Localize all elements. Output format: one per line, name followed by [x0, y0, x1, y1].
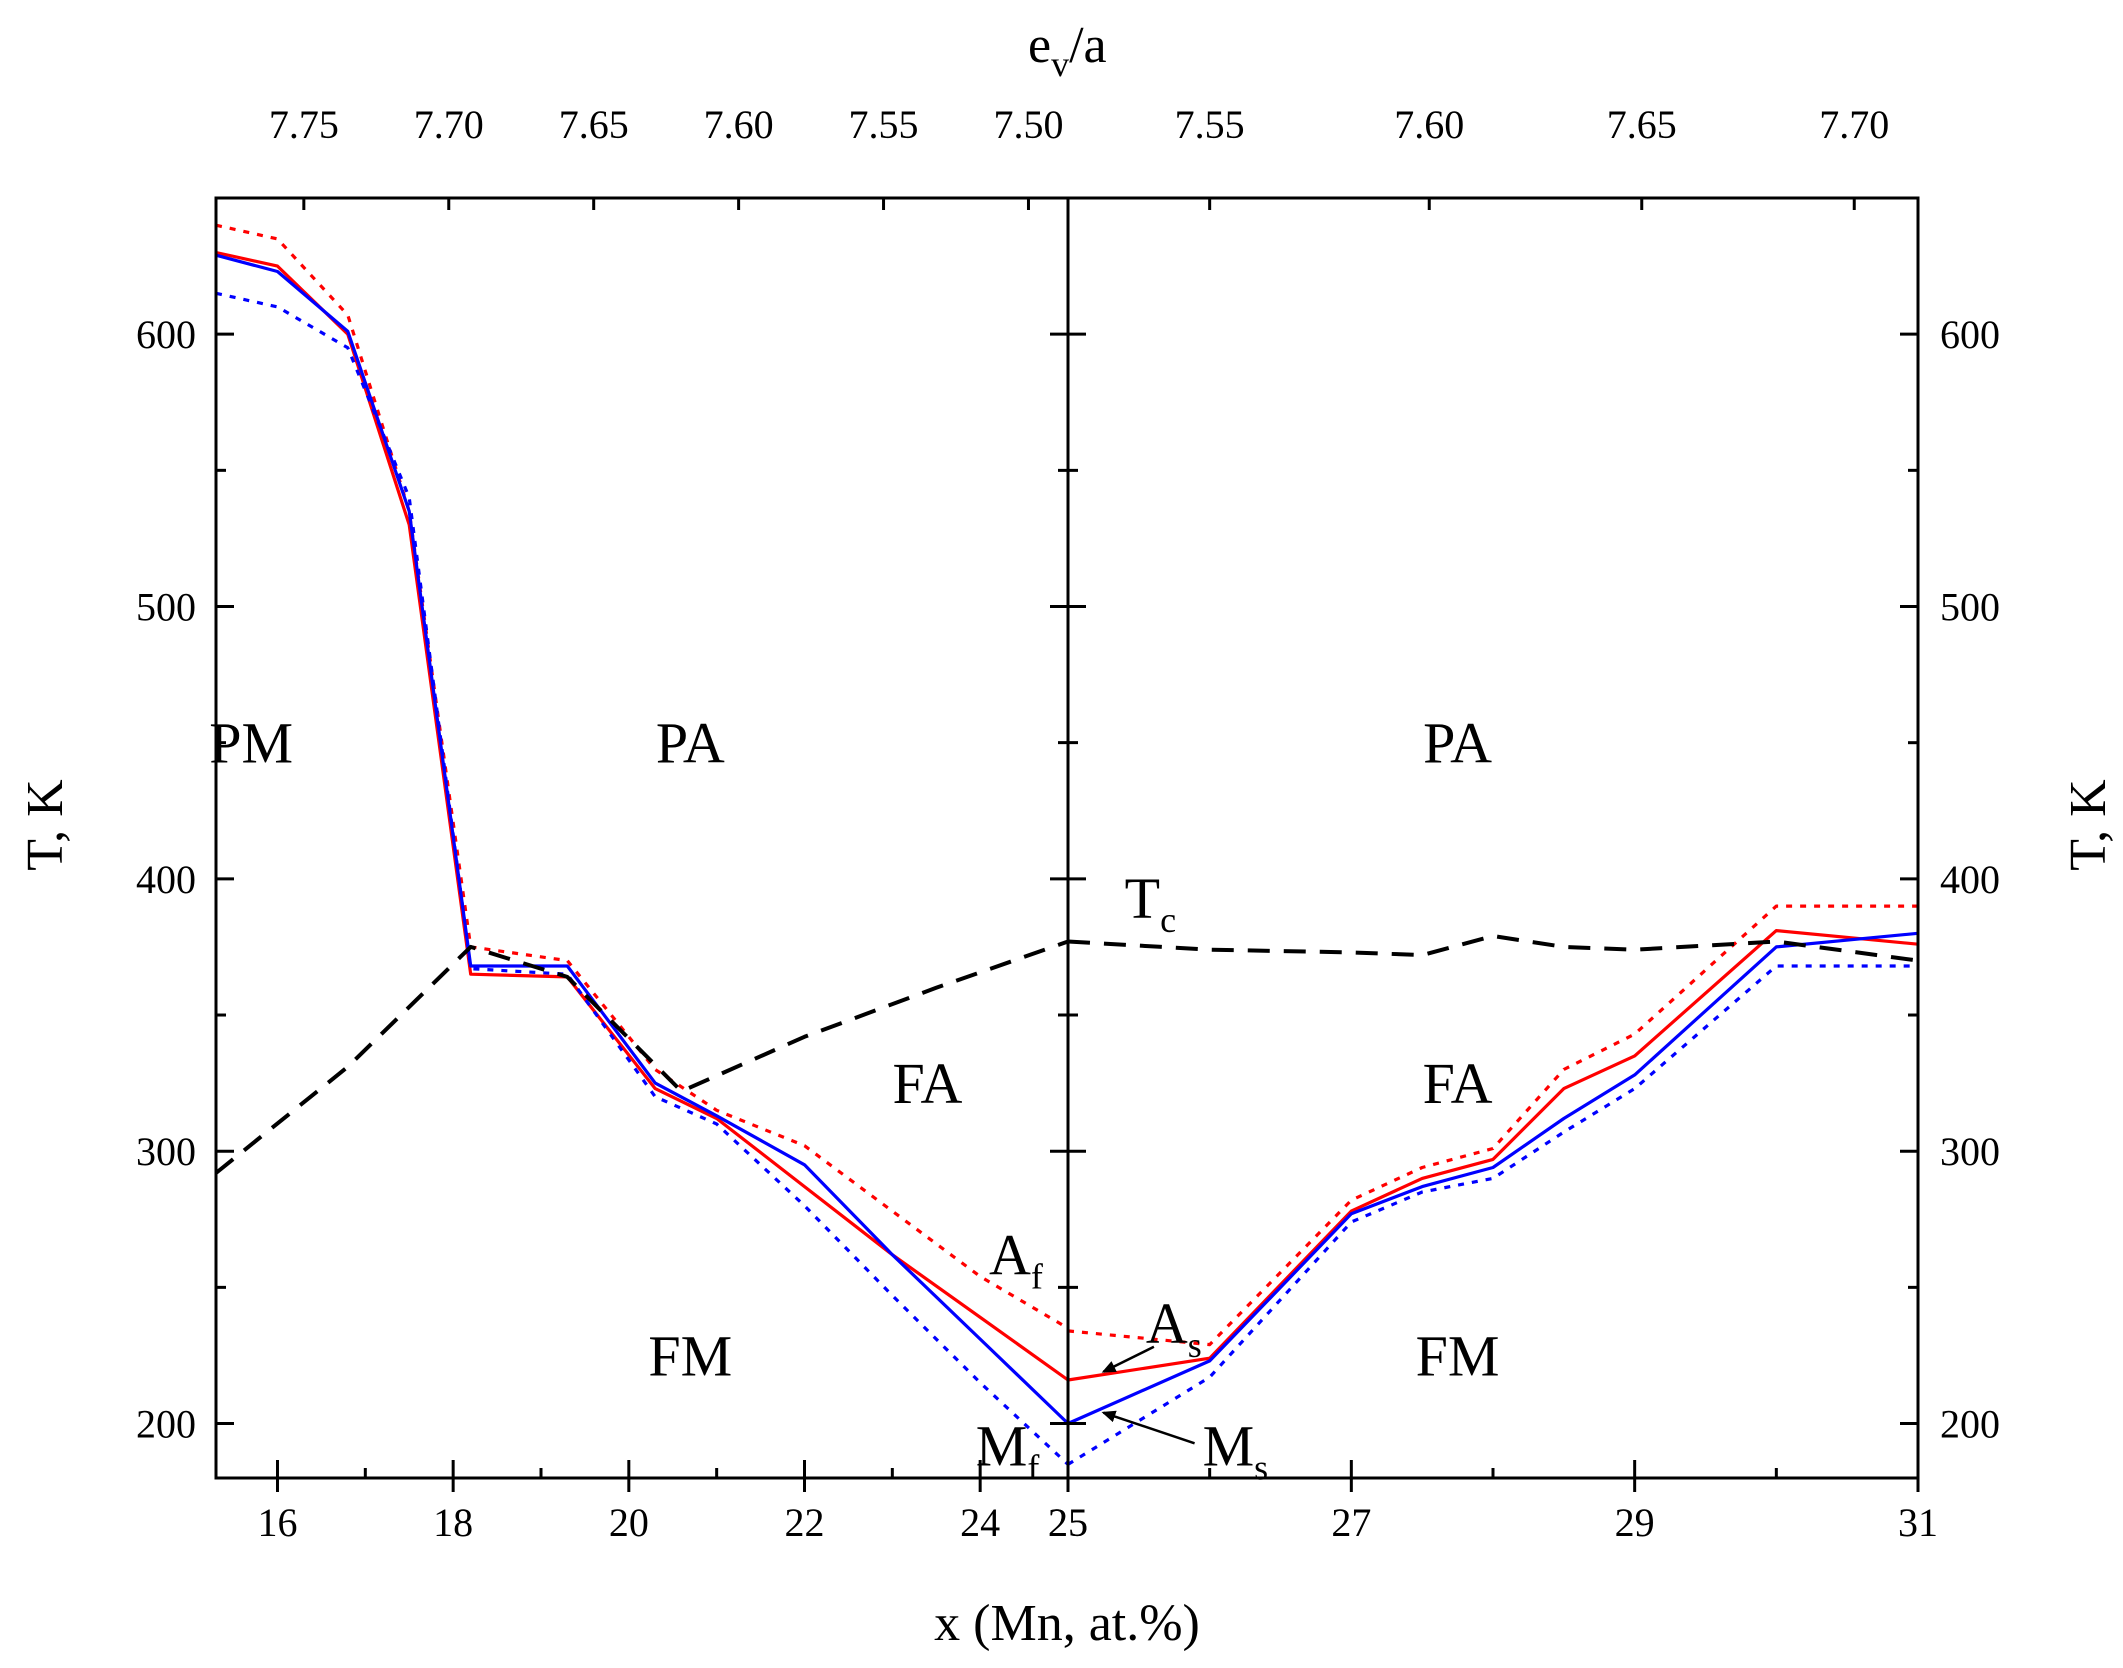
y-tick-label-right-500: 500	[1940, 585, 2000, 630]
y-axis-title-left: T, K	[17, 779, 74, 871]
y-tick-label-right-200: 200	[1940, 1402, 2000, 1447]
left-top-tick-label-7.70: 7.70	[414, 102, 484, 147]
left-x-tick-label-25: 25	[1048, 1500, 1088, 1545]
right-x-tick-label-27: 27	[1331, 1500, 1371, 1545]
right-region-label-fa: FA	[1423, 1051, 1493, 1116]
top-axis-title-sub: v	[1051, 44, 1069, 84]
right-x-tick-label-29: 29	[1615, 1500, 1655, 1545]
curve-label-arrow-as	[1101, 1345, 1155, 1373]
left-series-ms	[215, 253, 1070, 1425]
right-region-label-pa: PA	[1423, 711, 1492, 776]
curve-label-af: Af	[989, 1223, 1043, 1297]
left-top-tick-label-7.55: 7.55	[849, 102, 919, 147]
right-top-tick-label-7.55: 7.55	[1175, 102, 1245, 147]
curve-label-tc: Tc	[1125, 866, 1176, 940]
left-top-tick-label-7.50: 7.50	[993, 102, 1063, 147]
top-axis-title: ev/a	[1028, 17, 1107, 84]
y-axis-title-right: T, K	[2060, 779, 2117, 871]
y-tick-label-right-600: 600	[1940, 312, 2000, 357]
right-top-tick-label-7.70: 7.70	[1819, 102, 1889, 147]
right-region-label-fm: FM	[1416, 1323, 1500, 1388]
y-tick-label-right-300: 300	[1940, 1129, 2000, 1174]
left-region-label-pa: PA	[656, 711, 725, 776]
curve-label-ms: Ms	[1203, 1413, 1269, 1487]
right-series-ms	[1067, 931, 1919, 1425]
right-series-mf	[1067, 964, 1918, 1466]
right-series-af	[1067, 904, 1918, 1347]
left-region-label-fm: FM	[648, 1323, 732, 1388]
y-tick-label-right-400: 400	[1940, 857, 2000, 902]
y-tick-label-left-200: 200	[136, 1402, 196, 1447]
top-axis-title-base: e	[1028, 17, 1051, 74]
left-x-tick-label-22: 22	[784, 1500, 824, 1545]
left-series-af	[215, 223, 1069, 1330]
right-x-tick-label-25: 25	[1048, 1500, 1088, 1545]
curve-label-as: As	[1146, 1291, 1202, 1365]
left-x-tick-label-20: 20	[609, 1500, 649, 1545]
left-top-tick-label-7.60: 7.60	[704, 102, 774, 147]
curve-label-arrow-ms	[1101, 1410, 1195, 1445]
left-series-tc	[214, 939, 1069, 1175]
left-series-as	[215, 250, 1069, 1382]
right-series-tc	[1067, 934, 1919, 963]
top-axis-title-suffix: /a	[1069, 17, 1107, 74]
y-tick-label-left-400: 400	[136, 857, 196, 902]
left-series-mf	[215, 291, 1070, 1466]
left-top-tick-label-7.65: 7.65	[559, 102, 629, 147]
right-top-tick-label-7.65: 7.65	[1607, 102, 1677, 147]
left-region-label-fa: FA	[893, 1051, 963, 1116]
left-x-tick-label-24: 24	[960, 1500, 1000, 1545]
y-tick-label-left-500: 500	[136, 585, 196, 630]
left-x-tick-label-16: 16	[257, 1500, 297, 1545]
right-top-tick-label-7.60: 7.60	[1394, 102, 1464, 147]
axis-ticks: 200 200 300 300 400 400 500 500 600 600 16 18 20 22 24…	[136, 102, 2000, 1545]
right-x-tick-label-31: 31	[1898, 1500, 1938, 1545]
left-top-tick-label-7.75: 7.75	[269, 102, 339, 147]
curve-label-mf: Mf	[976, 1413, 1040, 1487]
y-tick-label-left-600: 600	[136, 312, 196, 357]
y-tick-label-left-300: 300	[136, 1129, 196, 1174]
left-region-label-pm: PM	[209, 711, 293, 776]
x-axis-title: x (Mn, at.%)	[934, 1595, 1200, 1652]
series-layer	[214, 223, 1919, 1466]
left-x-tick-label-18: 18	[433, 1500, 473, 1545]
right-series-as	[1067, 928, 1919, 1382]
